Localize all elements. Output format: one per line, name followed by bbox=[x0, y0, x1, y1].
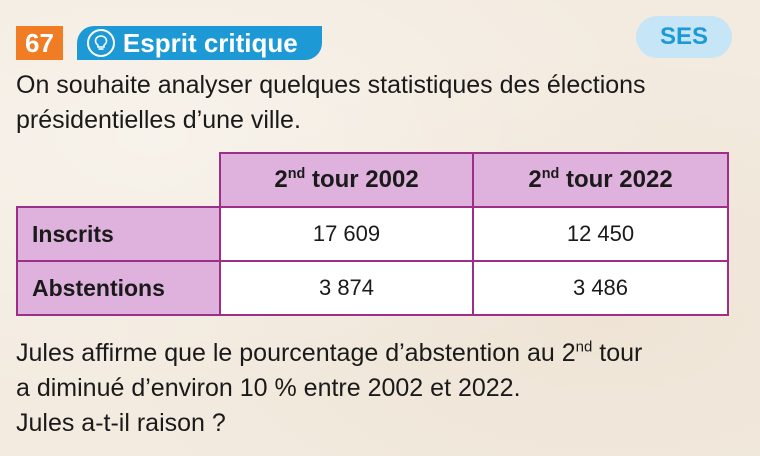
exercise-title: Esprit critique bbox=[122, 27, 298, 58]
exercise-title-banner: Esprit critique bbox=[76, 26, 322, 60]
table-header-row: 2nd tour 2002 2nd tour 2022 bbox=[17, 152, 729, 208]
column-header-2022: 2nd tour 2022 bbox=[472, 152, 729, 208]
question-line-1: Jules affirme que le pourcentage d’abste… bbox=[16, 338, 643, 367]
exercise-number: 67 bbox=[16, 26, 63, 60]
table-cell: 17 609 bbox=[219, 206, 474, 262]
intro-text: On souhaite analyser quelques statistiqu… bbox=[16, 71, 646, 134]
table-cell: 3 874 bbox=[219, 260, 474, 316]
lightbulb-icon bbox=[86, 29, 115, 57]
subject-badge: SES bbox=[636, 16, 732, 58]
exercise-header: 67 Esprit critique bbox=[16, 26, 322, 60]
question-line-2: a diminué d’environ 10 % entre 2002 et 2… bbox=[16, 374, 521, 402]
row-header-abstentions: Abstentions bbox=[16, 260, 221, 316]
row-header-inscrits: Inscrits bbox=[16, 206, 221, 262]
question-text: Jules affirme que le pourcentage d’abste… bbox=[16, 336, 746, 441]
table-cell: 12 450 bbox=[472, 206, 729, 262]
table-cell: 3 486 bbox=[472, 260, 729, 316]
table-row: Inscrits 17 609 12 450 bbox=[16, 206, 729, 262]
table-row: Abstentions 3 874 3 486 bbox=[16, 260, 729, 316]
election-stats-table: 2nd tour 2002 2nd tour 2022 Inscrits 17 … bbox=[16, 152, 729, 316]
column-header-2002: 2nd tour 2002 bbox=[219, 152, 474, 208]
question-line-3: Jules a-t-il raison ? bbox=[16, 409, 226, 437]
empty-corner-cell bbox=[17, 153, 220, 207]
